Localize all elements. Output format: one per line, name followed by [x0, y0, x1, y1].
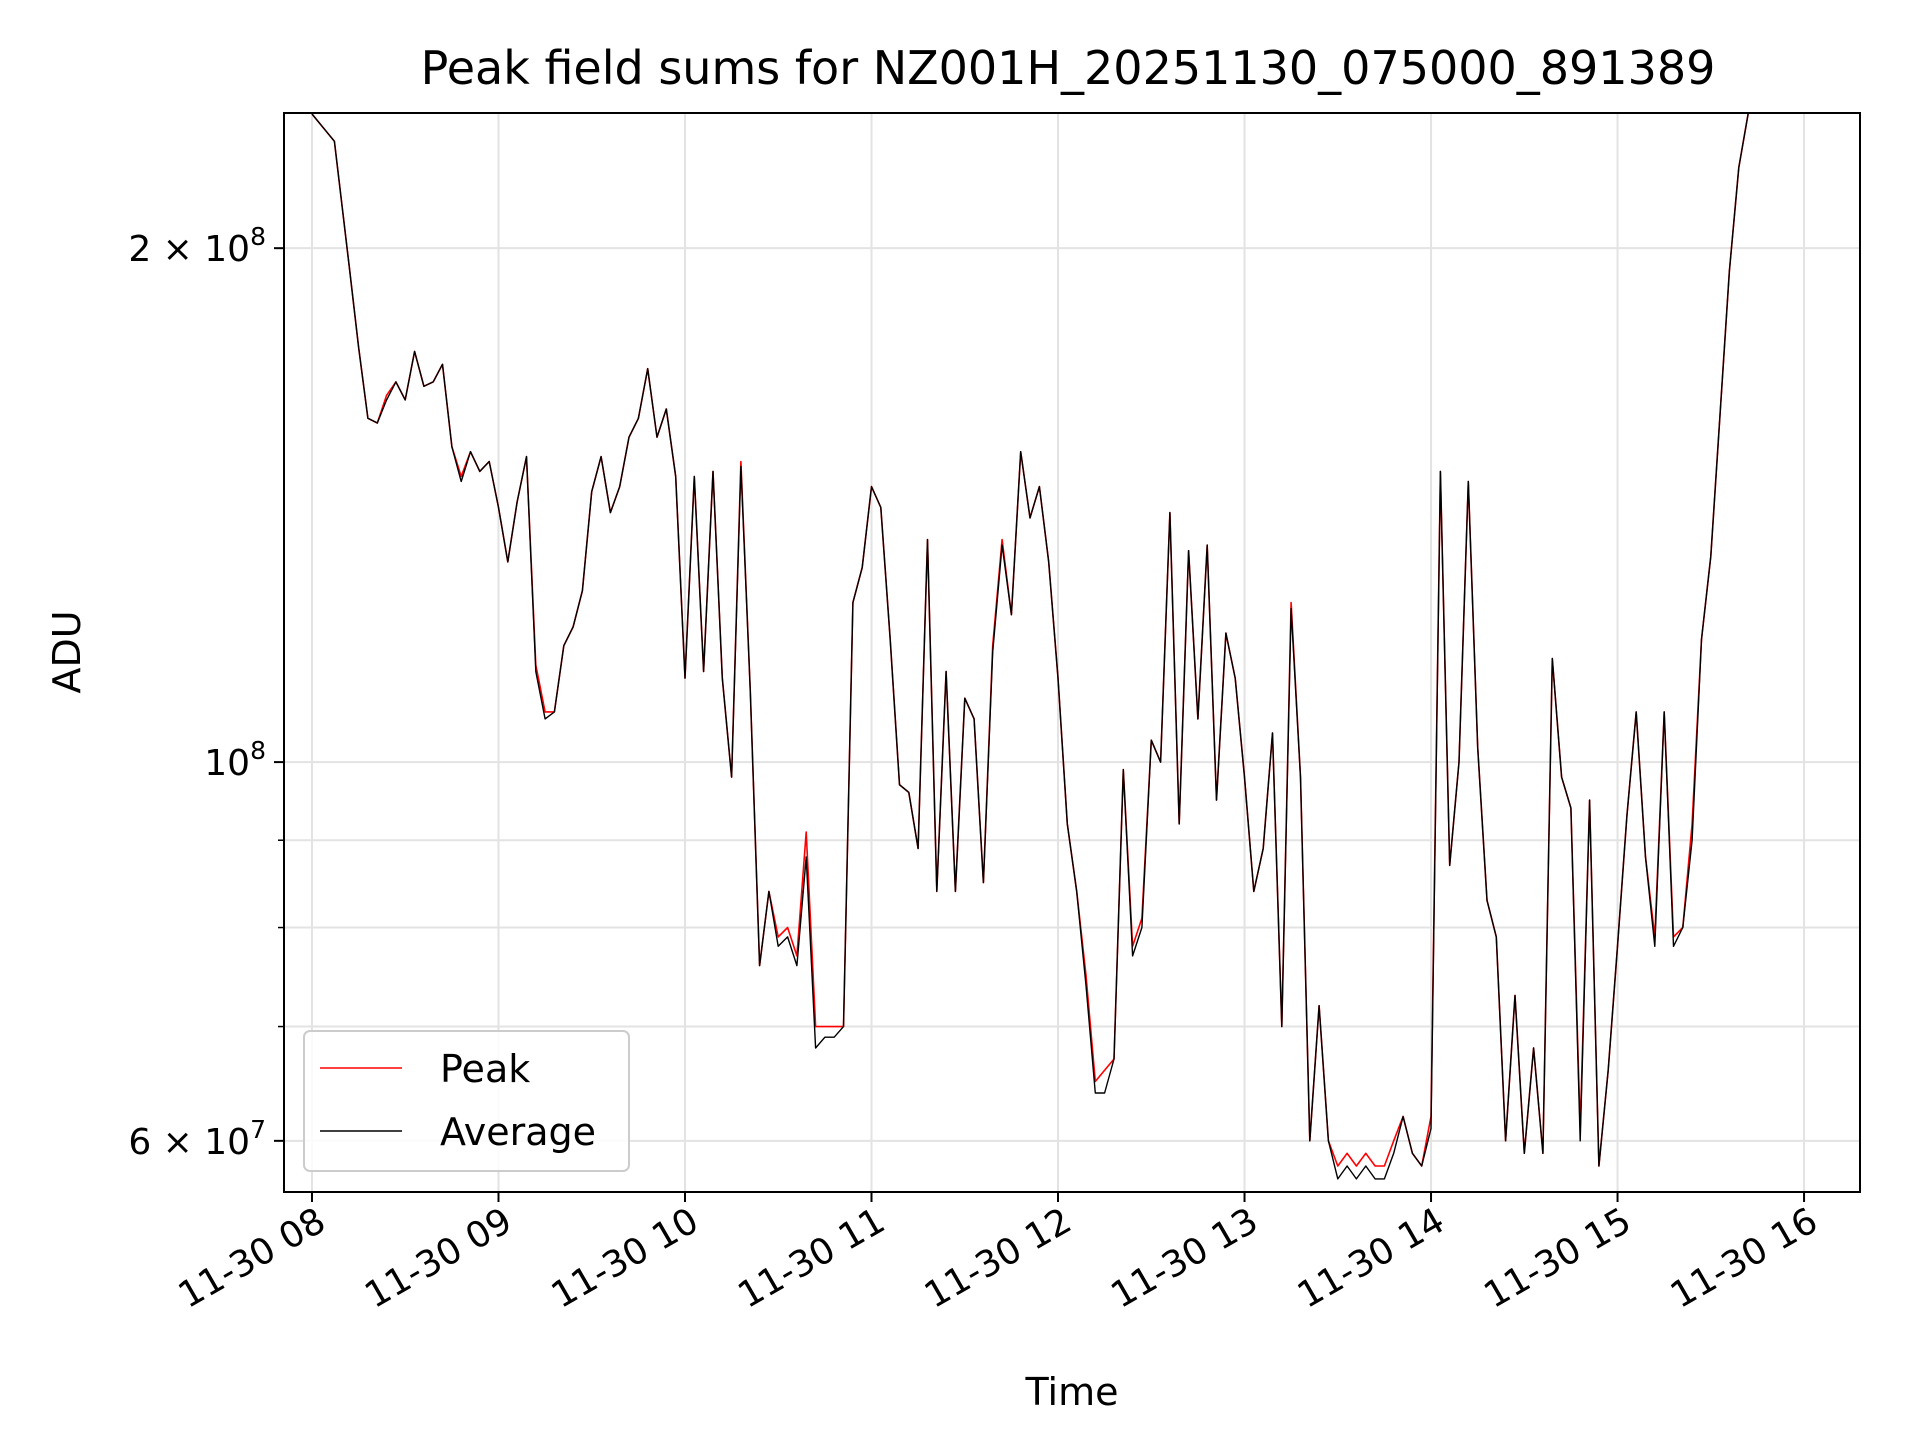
y-tick-label: 108	[204, 736, 266, 784]
y-axis: 6 × 107 108 2 × 108	[128, 222, 284, 1163]
y-axis-label: ADU	[45, 610, 89, 693]
legend: Peak Average	[303, 1030, 630, 1172]
legend-label-peak: Peak	[440, 1047, 530, 1091]
y-tick-label: 6 × 107	[128, 1115, 266, 1163]
chart-title: Peak field sums for NZ001H_20251130_0750…	[421, 41, 1716, 95]
grid	[284, 113, 1860, 1192]
x-axis-label: Time	[1025, 1370, 1119, 1414]
legend-label-average: Average	[440, 1110, 596, 1154]
legend-box	[303, 1030, 630, 1172]
y-tick-label: 2 × 108	[128, 222, 266, 270]
average-series-line	[311, 113, 1749, 1180]
series-layer	[311, 113, 1749, 1180]
plot-frame	[283, 112, 1861, 1193]
